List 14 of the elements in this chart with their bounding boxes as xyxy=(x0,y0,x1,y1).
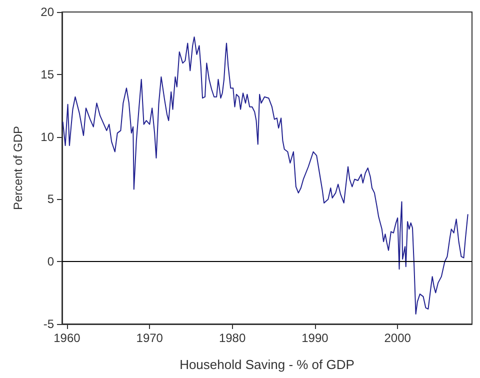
y-axis-title: Percent of GDP xyxy=(11,126,25,210)
y-tick-label: 10 xyxy=(40,130,54,144)
x-axis-title: Household Saving - % of GDP xyxy=(180,357,354,372)
line-series xyxy=(62,36,468,315)
x-tick-label: 1980 xyxy=(218,331,246,345)
x-tick-label: 2000 xyxy=(384,331,412,345)
x-tick-label: 1960 xyxy=(54,331,81,345)
x-tick-label: 1970 xyxy=(136,331,164,345)
x-tick-label: 1990 xyxy=(302,331,329,345)
y-tick-label: 5 xyxy=(47,192,54,206)
y-tick-label: 15 xyxy=(40,67,54,82)
y-tick-label: 20 xyxy=(40,5,54,19)
y-tick-label: 0 xyxy=(47,254,54,269)
y-tick-label: -5 xyxy=(43,317,54,331)
